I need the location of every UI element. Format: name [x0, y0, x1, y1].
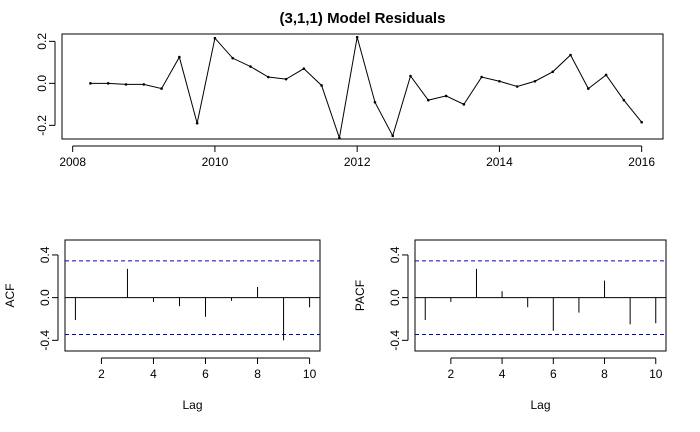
x-tick-label: 6	[550, 367, 557, 381]
residual-point	[160, 87, 163, 90]
residual-point	[142, 83, 146, 86]
residual-point	[604, 73, 608, 77]
plot-frame	[61, 33, 664, 140]
residual-point	[480, 75, 483, 79]
plot-frame	[64, 239, 321, 352]
y-tick-label: -0.4	[388, 330, 402, 351]
residual-point	[640, 120, 643, 124]
residual-point	[320, 84, 323, 87]
chart-title: (3,1,1) Model Residuals	[280, 10, 446, 27]
x-axis-title: Lag	[530, 398, 550, 412]
residual-point	[284, 77, 288, 81]
x-tick-label: 2008	[59, 155, 86, 169]
y-tick-label: -0.2	[35, 115, 49, 136]
residual-point	[302, 67, 306, 70]
residual-point	[391, 134, 395, 138]
y-tick-label: 0.4	[388, 246, 402, 263]
x-tick-label: 4	[150, 367, 157, 381]
residual-point	[515, 85, 519, 88]
x-tick-label: 2	[98, 367, 105, 381]
residual-point	[587, 87, 590, 90]
residual-point	[89, 82, 92, 85]
y-tick-label: 0.0	[388, 289, 402, 306]
x-tick-label: 8	[601, 367, 608, 381]
x-tick-label: 8	[254, 367, 261, 381]
residual-point	[213, 36, 217, 40]
x-tick-label: 4	[499, 367, 506, 381]
residual-point	[533, 79, 537, 83]
residual-point	[569, 53, 572, 57]
y-tick-label: 0.4	[38, 246, 52, 263]
residual-point	[106, 82, 110, 85]
residual-point	[622, 98, 626, 102]
plot-frame	[414, 239, 667, 352]
residual-point	[409, 74, 412, 78]
x-tick-label: 10	[649, 367, 663, 381]
x-axis-title: Lag	[182, 398, 202, 412]
y-tick-label: 0.0	[38, 289, 52, 306]
residual-point	[462, 103, 466, 106]
x-tick-label: 2014	[486, 155, 513, 169]
residual-point	[498, 79, 501, 83]
x-tick-label: 10	[303, 367, 317, 381]
x-tick-label: 6	[202, 367, 209, 381]
y-tick-label: 0.0	[35, 75, 49, 92]
acf-plot: 2 4 6 8 10 -0.4 0.0 0.4 Lag ACF	[3, 239, 321, 412]
x-tick-label: 2016	[628, 155, 655, 169]
x-tick-label: 2012	[344, 155, 371, 169]
residual-point	[231, 56, 234, 60]
residual-point	[195, 121, 199, 125]
residual-point	[355, 35, 359, 39]
x-tick-label: 2010	[202, 155, 229, 169]
y-axis-title: PACF	[353, 280, 367, 311]
y-tick-label: 0.2	[35, 33, 49, 50]
residual-point	[426, 98, 430, 102]
residual-point	[444, 94, 448, 98]
x-tick-label: 2	[448, 367, 455, 381]
residual-point	[178, 55, 181, 59]
residual-point	[338, 136, 341, 140]
y-axis-title: ACF	[3, 284, 17, 308]
residual-point	[124, 83, 128, 86]
residual-point	[249, 65, 252, 68]
residual-point	[551, 70, 555, 74]
residual-series-line	[90, 37, 643, 139]
residuals-plot: 2008 2010 2012 2014 2016 -0.2 0.0 0.2 (3,1,1) Mo…	[35, 10, 664, 169]
residual-point	[373, 100, 377, 104]
pacf-plot: 2 4 6 8 10 -0.4 0.0 0.4 Lag PACF	[353, 239, 667, 412]
residual-point	[266, 75, 270, 79]
y-tick-label: -0.4	[38, 330, 52, 351]
